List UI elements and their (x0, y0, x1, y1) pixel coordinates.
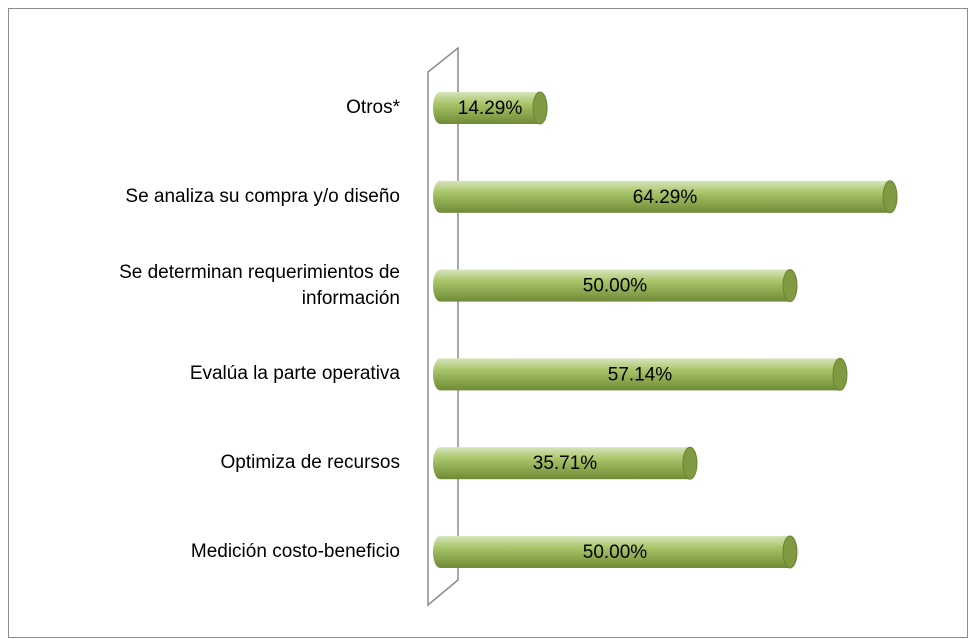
category-label: Se determinan requerimientos de informac… (119, 261, 400, 309)
bar-body (440, 536, 790, 568)
bar-cap (782, 269, 798, 303)
data-label: 14.29% (458, 98, 523, 119)
category-label: Evalúa la parte operativa (189, 363, 400, 385)
bar-cap (832, 357, 848, 391)
bar-body (440, 447, 690, 480)
bar (433, 446, 698, 480)
bar-cap (682, 446, 698, 480)
data-label: 50.00% (583, 542, 648, 563)
category-label: Se analiza su compra y/o diseño (125, 185, 400, 207)
data-label: 35.71% (533, 453, 598, 474)
chart-border (8, 8, 968, 638)
axis-wall (427, 46, 459, 607)
bar-body (440, 269, 790, 302)
bar-cap (782, 535, 798, 569)
bar (433, 535, 798, 569)
bar-body (440, 358, 840, 391)
data-label: 50.00% (583, 276, 648, 297)
data-label: 57.14% (608, 364, 673, 385)
category-label: Otros* (346, 97, 400, 118)
bar (433, 91, 548, 125)
bar-body (440, 180, 891, 213)
bar (433, 357, 848, 391)
bar-cap (882, 180, 898, 214)
bar-body (440, 92, 541, 124)
category-label: Optimiza de recursos (220, 452, 400, 474)
bar (433, 180, 898, 214)
category-label: Medición costo-beneficio (190, 541, 400, 562)
data-label: 64.29% (633, 187, 698, 208)
bar (433, 269, 798, 303)
bar-cap (532, 91, 548, 125)
